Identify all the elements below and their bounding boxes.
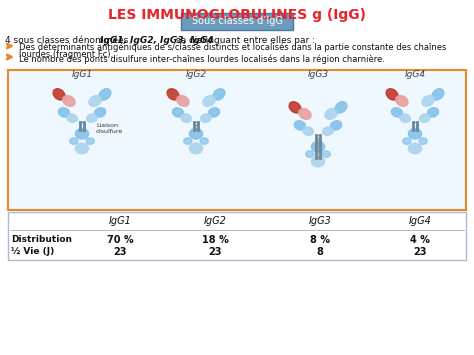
- Text: 70 %: 70 %: [107, 235, 133, 245]
- Ellipse shape: [419, 114, 430, 122]
- Ellipse shape: [428, 108, 438, 117]
- Ellipse shape: [386, 89, 398, 100]
- Ellipse shape: [409, 129, 421, 139]
- Ellipse shape: [419, 138, 427, 144]
- Text: 18 %: 18 %: [201, 235, 228, 245]
- Text: ½ Vie (J): ½ Vie (J): [11, 247, 54, 257]
- Ellipse shape: [87, 114, 97, 122]
- Text: Liaison
disulfure: Liaison disulfure: [96, 123, 123, 134]
- Ellipse shape: [53, 89, 65, 100]
- Text: Le nombre des ponts disulfure inter-chaînes lourdes localisés dans la région cha: Le nombre des ponts disulfure inter-chaî…: [19, 54, 385, 64]
- Text: 23: 23: [413, 247, 427, 257]
- Ellipse shape: [58, 108, 70, 117]
- FancyBboxPatch shape: [181, 13, 293, 30]
- Ellipse shape: [323, 127, 333, 135]
- Ellipse shape: [306, 151, 314, 157]
- Ellipse shape: [177, 95, 189, 106]
- Ellipse shape: [63, 95, 75, 106]
- Text: lourdes (fragment Fc).: lourdes (fragment Fc).: [19, 50, 113, 59]
- Ellipse shape: [396, 95, 408, 106]
- Ellipse shape: [311, 156, 325, 167]
- Ellipse shape: [167, 89, 179, 100]
- Ellipse shape: [67, 114, 77, 122]
- Ellipse shape: [89, 95, 101, 106]
- Text: Des déterminants antigéniques de s/classe distincts et localisés dans la partie : Des déterminants antigéniques de s/class…: [19, 43, 447, 53]
- Text: IgG1: IgG1: [72, 70, 92, 79]
- Text: 4 sous classes dénommées: 4 sous classes dénommées: [5, 36, 131, 45]
- Text: 23: 23: [208, 247, 222, 257]
- Text: 8: 8: [317, 247, 323, 257]
- Ellipse shape: [294, 121, 306, 130]
- Text: IgG2: IgG2: [185, 70, 207, 79]
- Ellipse shape: [330, 121, 342, 130]
- Text: IgG4: IgG4: [409, 216, 431, 226]
- Text: 8 %: 8 %: [310, 235, 330, 245]
- Ellipse shape: [325, 109, 337, 119]
- Ellipse shape: [303, 127, 313, 135]
- Ellipse shape: [213, 89, 225, 100]
- Text: 4 %: 4 %: [410, 235, 430, 245]
- Ellipse shape: [70, 138, 78, 144]
- Text: IgG1, IgG2, IgG3, IgG4: IgG1, IgG2, IgG3, IgG4: [100, 36, 213, 45]
- Text: LES IMMUNOGLOBULINES g (IgG): LES IMMUNOGLOBULINES g (IgG): [108, 8, 366, 22]
- Ellipse shape: [190, 143, 202, 154]
- Ellipse shape: [75, 143, 89, 154]
- Text: Sous classes d’IgG: Sous classes d’IgG: [191, 16, 283, 27]
- Text: se distinguant entre elles par :: se distinguant entre elles par :: [173, 36, 315, 45]
- Ellipse shape: [311, 141, 325, 152]
- Ellipse shape: [203, 95, 215, 106]
- Text: 23: 23: [113, 247, 127, 257]
- Text: IgG3: IgG3: [309, 216, 331, 226]
- Ellipse shape: [181, 114, 191, 122]
- Text: IgG2: IgG2: [203, 216, 227, 226]
- Ellipse shape: [200, 138, 208, 144]
- Ellipse shape: [299, 109, 311, 119]
- Text: IgG1: IgG1: [109, 216, 131, 226]
- Ellipse shape: [422, 95, 434, 106]
- Ellipse shape: [94, 108, 106, 117]
- Ellipse shape: [322, 151, 330, 157]
- Ellipse shape: [400, 114, 410, 122]
- Ellipse shape: [86, 138, 94, 144]
- Ellipse shape: [289, 102, 301, 113]
- Text: IgG3: IgG3: [308, 70, 328, 79]
- Ellipse shape: [392, 108, 402, 117]
- FancyBboxPatch shape: [8, 212, 466, 260]
- Ellipse shape: [409, 143, 421, 154]
- Text: IgG4: IgG4: [404, 70, 426, 79]
- Ellipse shape: [99, 89, 111, 100]
- Ellipse shape: [432, 89, 444, 100]
- Ellipse shape: [75, 129, 89, 139]
- Ellipse shape: [335, 102, 347, 113]
- Ellipse shape: [403, 138, 411, 144]
- Ellipse shape: [190, 129, 202, 139]
- Ellipse shape: [173, 108, 183, 117]
- Text: Distribution: Distribution: [11, 235, 72, 245]
- FancyBboxPatch shape: [8, 70, 466, 210]
- Ellipse shape: [209, 108, 219, 117]
- Ellipse shape: [201, 114, 211, 122]
- Ellipse shape: [184, 138, 192, 144]
